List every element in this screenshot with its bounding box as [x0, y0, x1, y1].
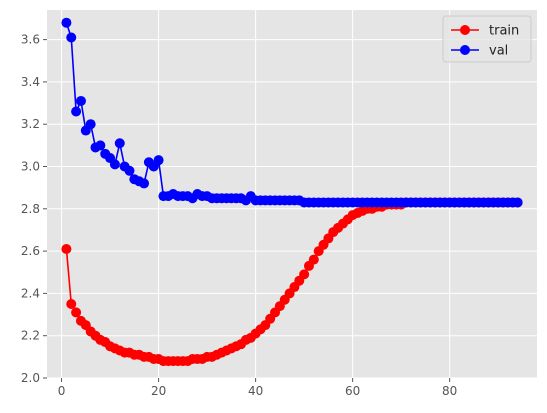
- train-point: [308, 254, 319, 265]
- val-point: [139, 178, 150, 189]
- y-tick-label: 2.8: [21, 202, 40, 216]
- val-point: [75, 95, 86, 106]
- train-point: [66, 298, 77, 309]
- x-tick-label: 60: [345, 384, 360, 398]
- y-tick-label: 2.6: [21, 244, 40, 258]
- y-tick-label: 3.2: [21, 117, 40, 131]
- x-tick-label: 0: [58, 384, 66, 398]
- train-point: [71, 307, 82, 318]
- x-tick-label: 80: [442, 384, 457, 398]
- train-point: [61, 243, 72, 254]
- y-tick-label: 2.2: [21, 329, 40, 343]
- axis-layer: 0 20 40 60 80 2.0 2.2 2.4 2.6 2.8 3.0 3.2 3.4 3.6: [21, 33, 457, 398]
- legend-train-label: train: [489, 24, 519, 39]
- y-tick-label: 3.6: [21, 33, 40, 47]
- val-point: [85, 119, 96, 130]
- train-point: [299, 269, 310, 280]
- x-tick-label: 40: [248, 384, 263, 398]
- series-layer: [61, 17, 523, 367]
- y-tick-label: 3.0: [21, 160, 40, 174]
- val-point: [95, 140, 106, 151]
- series-val: [61, 17, 523, 208]
- legend-val-label: val: [489, 44, 508, 59]
- val-point: [153, 155, 164, 166]
- legend-train-marker: [460, 25, 470, 35]
- val-point: [512, 197, 523, 208]
- y-tick-label: 2.4: [21, 286, 40, 300]
- val-point: [61, 17, 72, 28]
- val-point: [114, 138, 125, 149]
- x-tick-label: 20: [151, 384, 166, 398]
- plot-background: [47, 10, 537, 378]
- val-point: [109, 159, 120, 170]
- val-point: [71, 106, 82, 117]
- y-tick-label: 3.4: [21, 75, 40, 89]
- legend: train val: [442, 15, 532, 63]
- val-point: [124, 165, 135, 176]
- val-point: [66, 32, 77, 43]
- legend-val-marker: [460, 45, 470, 55]
- y-tick-label: 2.0: [21, 371, 40, 385]
